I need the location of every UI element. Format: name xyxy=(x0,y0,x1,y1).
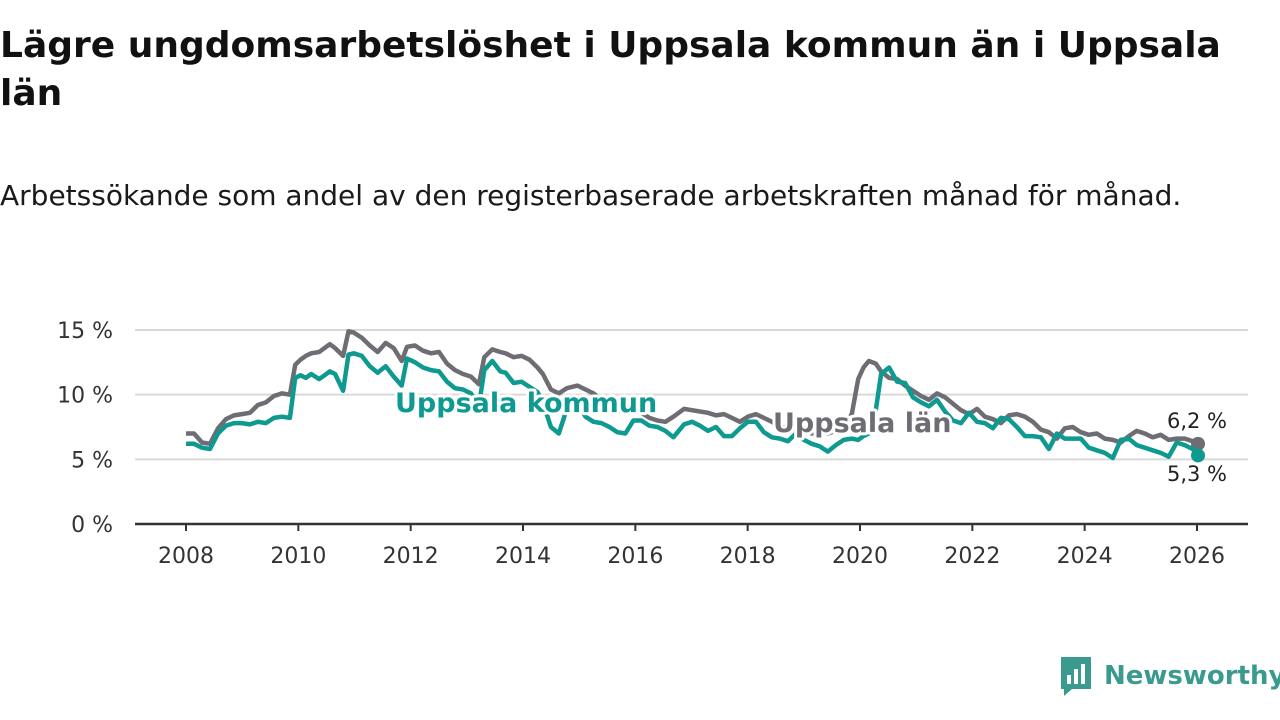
y-axis-ticks: 0 % 5 % 10 % 15 % xyxy=(57,319,113,538)
end-value-label-uppsala-kommun: 5,3 % xyxy=(1167,462,1227,486)
series-lines xyxy=(186,329,1205,463)
x-tick-label: 2018 xyxy=(720,544,776,569)
x-tick-label: 2020 xyxy=(832,544,888,569)
y-tick-label: 10 % xyxy=(57,384,113,409)
x-tick-label: 2014 xyxy=(495,544,551,569)
chart-title: Lägre ungdomsarbetslöshet i Uppsala komm… xyxy=(0,25,1221,114)
x-axis-ticks: 2008 2010 2012 2014 2016 2018 2020 2022 2024 2026 xyxy=(158,524,1225,569)
x-tick-label: 2008 xyxy=(158,544,214,569)
x-tick-label: 2016 xyxy=(607,544,663,569)
end-point-uppsala-kommun xyxy=(1191,448,1205,463)
chart-subtitle: Arbetssökande som andel av den registerb… xyxy=(0,179,1182,212)
y-tick-label: 5 % xyxy=(71,448,113,473)
x-tick-label: 2026 xyxy=(1169,544,1225,569)
x-tick-label: 2024 xyxy=(1057,544,1113,569)
series-label-uppsala-kommun: Uppsala kommun xyxy=(395,388,657,419)
series-label-uppsala-lan: Uppsala län xyxy=(773,408,951,439)
y-tick-label: 15 % xyxy=(57,319,113,344)
x-tick-label: 2022 xyxy=(944,544,1000,569)
y-tick-label: 0 % xyxy=(71,513,113,538)
line-chart: 0 %5 %10 %15 % 2008 2010 2012 2014 2016 2018 2… xyxy=(57,319,1248,569)
series-line-uppsala-kommun xyxy=(186,351,1200,461)
brand-name: Newsworthy xyxy=(1104,661,1280,691)
series-line-uppsala-län xyxy=(186,329,1199,447)
x-tick-label: 2012 xyxy=(383,544,439,569)
newsworthy-logo-icon xyxy=(1061,657,1091,696)
end-point-uppsala-län xyxy=(1191,436,1205,451)
grid-lines xyxy=(135,329,1248,526)
newsworthy-brand: Newsworthy xyxy=(1058,654,1280,698)
x-tick-label: 2010 xyxy=(270,544,326,569)
end-value-label-uppsala-lan: 6,2 % xyxy=(1167,409,1227,433)
series-labels: Uppsala kommun Uppsala län 6,2 % 5,3 % xyxy=(392,385,1229,488)
